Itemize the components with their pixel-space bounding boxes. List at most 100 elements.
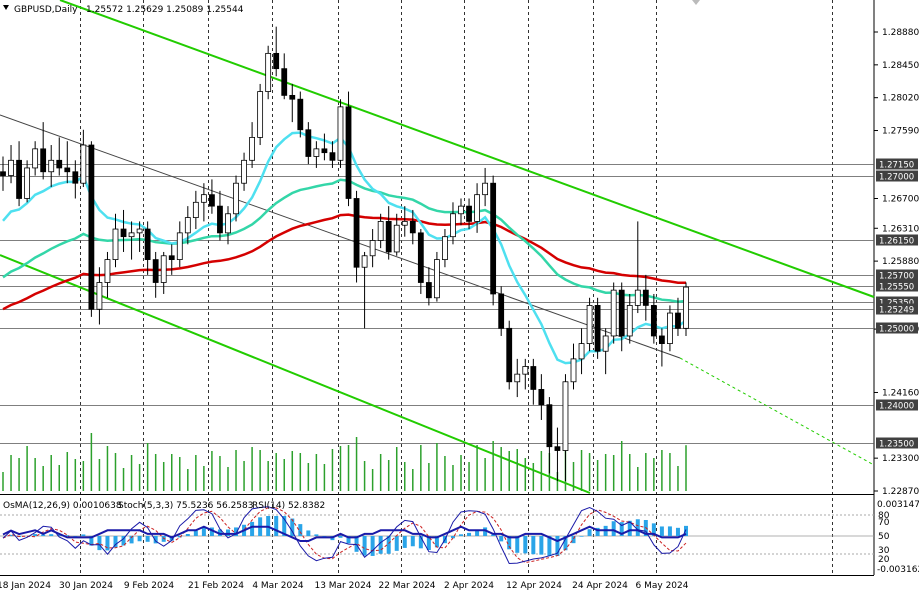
candle-body[interactable]: [64, 167, 71, 173]
candle-body[interactable]: [80, 144, 87, 184]
candle-body[interactable]: [176, 232, 183, 260]
candle-body[interactable]: [450, 213, 456, 238]
channel-upper-line[interactable]: [59, 0, 875, 298]
candle-body[interactable]: [321, 148, 328, 154]
ma-red-line[interactable]: [2, 213, 687, 311]
candle-body[interactable]: [217, 205, 223, 234]
candle-body[interactable]: [594, 305, 601, 352]
candle-body[interactable]: [377, 221, 384, 241]
candle-body[interactable]: [530, 366, 537, 390]
price-axis[interactable]: 1.28880 1.28450 1.28020 1.27590 1.26700 1.263…: [874, 28, 919, 497]
candle-body[interactable]: [434, 259, 440, 299]
candle-body[interactable]: [281, 68, 288, 96]
candle-body[interactable]: [474, 194, 480, 222]
candle-body[interactable]: [265, 52, 272, 92]
candle-body[interactable]: [313, 148, 320, 157]
candle-body[interactable]: [257, 91, 264, 138]
candle-body[interactable]: [466, 205, 472, 222]
candle-body[interactable]: [200, 194, 207, 203]
candle-body[interactable]: [417, 232, 424, 283]
candle-body[interactable]: [522, 366, 529, 375]
candle-body[interactable]: [249, 136, 255, 161]
candle-body[interactable]: [345, 106, 352, 199]
scroll-marker-icon[interactable]: [692, 0, 700, 5]
candle-body[interactable]: [506, 327, 513, 383]
candle-body[interactable]: [554, 446, 561, 451]
candle-body[interactable]: [570, 358, 577, 383]
candle-body[interactable]: [297, 98, 304, 131]
dropdown-triangle-icon[interactable]: [3, 5, 9, 10]
candle-body[interactable]: [634, 289, 641, 306]
rsi-line[interactable]: [2, 525, 687, 543]
candle-body[interactable]: [658, 335, 665, 345]
candle-body[interactable]: [96, 282, 103, 310]
candle-body[interactable]: [650, 305, 657, 337]
candle-body[interactable]: [56, 159, 63, 169]
stoch-main-line[interactable]: [2, 506, 687, 565]
candle-body[interactable]: [675, 312, 681, 329]
channel-middle-line[interactable]: [0, 114, 681, 359]
stoch-signal-line[interactable]: [2, 507, 687, 564]
candle-body[interactable]: [152, 259, 159, 283]
candle-body[interactable]: [168, 255, 175, 260]
candle-body[interactable]: [610, 289, 617, 337]
candle-body[interactable]: [586, 305, 593, 345]
candle-body[interactable]: [16, 159, 22, 199]
candle-body[interactable]: [88, 144, 95, 310]
candle-body[interactable]: [618, 289, 625, 337]
candle-body[interactable]: [329, 152, 336, 161]
candle-body[interactable]: [0, 171, 6, 176]
candle-body[interactable]: [48, 159, 55, 173]
candle-body[interactable]: [401, 221, 408, 226]
time-axis[interactable]: 18 Jan 2024 30 Jan 2024 9 Feb 2024 21 Feb 2…: [0, 581, 689, 591]
candle-body[interactable]: [40, 148, 47, 173]
candlesticks[interactable]: [0, 26, 689, 482]
candle-body[interactable]: [578, 343, 585, 360]
candle-body[interactable]: [209, 194, 215, 207]
candle-body[interactable]: [642, 289, 649, 306]
candle-body[interactable]: [498, 293, 505, 329]
candle-body[interactable]: [546, 404, 553, 448]
candle-body[interactable]: [409, 221, 416, 234]
candle-body[interactable]: [482, 182, 489, 196]
candle-body[interactable]: [24, 167, 31, 199]
candle-body[interactable]: [120, 228, 127, 238]
candle-body[interactable]: [136, 228, 143, 234]
candle-body[interactable]: [393, 224, 400, 253]
candle-body[interactable]: [369, 240, 376, 257]
candle-body[interactable]: [72, 171, 79, 184]
candle-body[interactable]: [144, 228, 151, 260]
candle-body[interactable]: [514, 373, 521, 383]
candle-body[interactable]: [425, 282, 432, 299]
candle-body[interactable]: [490, 182, 497, 295]
oscillator-indicators[interactable]: [0, 506, 874, 565]
candle-body[interactable]: [8, 159, 14, 176]
candle-body[interactable]: [32, 148, 39, 169]
candle-body[interactable]: [602, 335, 609, 352]
candle-body[interactable]: [667, 312, 673, 345]
candle-body[interactable]: [353, 198, 360, 268]
candle-body[interactable]: [626, 305, 633, 337]
candle-body[interactable]: [225, 213, 231, 234]
channel-middle-extension[interactable]: [679, 357, 875, 466]
candle-body[interactable]: [112, 228, 119, 260]
candle-body[interactable]: [273, 52, 280, 70]
candle-body[interactable]: [289, 94, 296, 100]
candle-body[interactable]: [458, 205, 464, 215]
candle-body[interactable]: [562, 381, 569, 451]
candle-body[interactable]: [184, 217, 191, 234]
candle-body[interactable]: [233, 182, 239, 215]
candle-body[interactable]: [361, 255, 368, 268]
candle-body[interactable]: [442, 236, 448, 260]
candle-body[interactable]: [305, 129, 312, 157]
candle-body[interactable]: [128, 232, 135, 238]
candle-body[interactable]: [538, 389, 545, 406]
candle-body[interactable]: [337, 106, 344, 161]
candle-body[interactable]: [683, 286, 689, 329]
candle-body[interactable]: [241, 159, 247, 184]
candle-body[interactable]: [160, 255, 167, 283]
candle-body[interactable]: [192, 201, 199, 218]
candle-body[interactable]: [385, 221, 392, 253]
candle-body[interactable]: [104, 259, 111, 283]
